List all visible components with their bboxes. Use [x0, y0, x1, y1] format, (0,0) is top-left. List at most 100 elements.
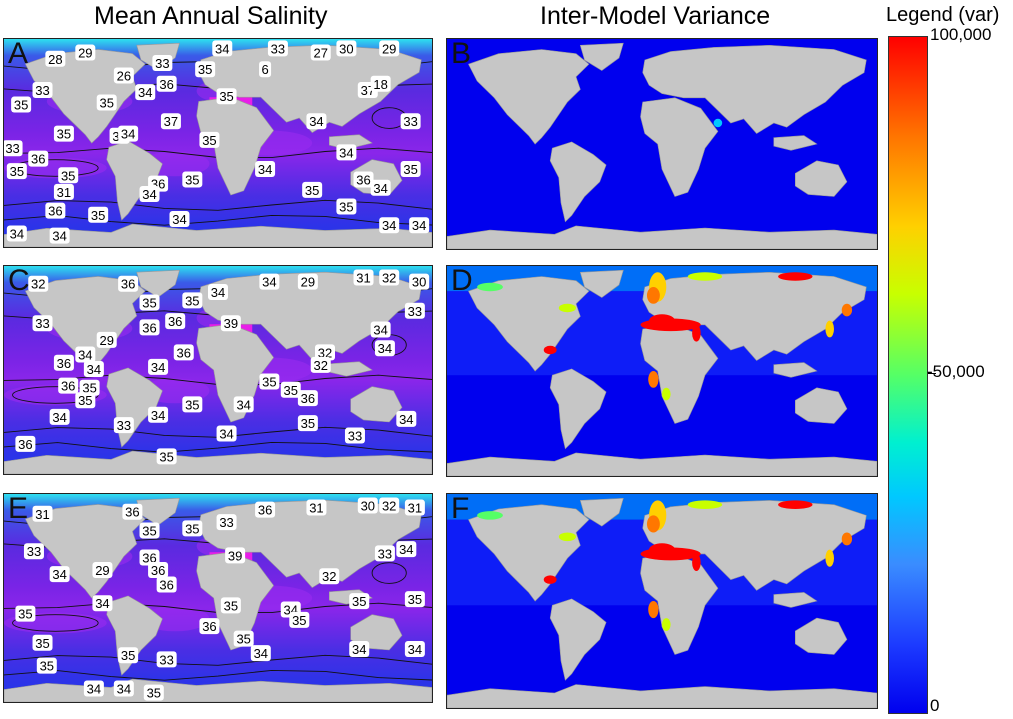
contour-label-bg: [139, 319, 160, 336]
variance-hotspot: [648, 601, 659, 619]
contour-label-bg: [396, 410, 417, 427]
contour-label-bg: [374, 545, 395, 562]
contour-label-bg: [250, 645, 271, 662]
landmass-north-america: [468, 49, 590, 145]
contour-label: 36: [142, 320, 156, 335]
contour-label: 35: [219, 89, 233, 104]
contour-label-bg: [32, 315, 53, 332]
landmass-africa: [640, 97, 719, 197]
contour-label-bg: [28, 150, 49, 167]
contour-label-bg: [255, 161, 276, 178]
contour-label: 35: [305, 183, 319, 198]
contour-label-bg: [182, 171, 203, 188]
contour-label: 35: [142, 523, 156, 538]
contour-label-bg: [208, 284, 228, 301]
contour-label-bg: [199, 618, 220, 635]
variance-column-title: Inter-Model Variance: [540, 2, 771, 30]
landmass-greenland: [579, 497, 624, 527]
contour-label-bg: [113, 680, 134, 697]
contour-label: 31: [356, 270, 370, 285]
contour-label: 32: [382, 498, 396, 513]
contour-label: 39: [224, 316, 238, 331]
contour-label-bg: [58, 377, 79, 394]
contour-label-bg: [233, 630, 254, 647]
contour-label-bg: [267, 40, 288, 57]
variance-hotspot: [841, 532, 853, 546]
contour-label: 35: [40, 659, 54, 674]
variance-hotspot: [687, 500, 723, 509]
contour-label: 33: [27, 544, 41, 559]
contour-label-bg: [233, 396, 254, 413]
contour-label-bg: [118, 647, 139, 664]
contour-label: 35: [99, 95, 113, 110]
contour-label-bg: [297, 415, 318, 432]
contour-label-bg: [135, 84, 156, 101]
contour-label: 35: [292, 613, 306, 628]
landmass-antarctica: [447, 452, 877, 476]
contour-label: 37: [164, 114, 178, 129]
contour-label-bg: [353, 171, 374, 188]
contour-label: 36: [258, 503, 272, 518]
contour-label: 36: [177, 345, 191, 360]
contour-label: 34: [378, 341, 392, 356]
contour-label: 35: [35, 636, 49, 651]
contour-label-bg: [160, 113, 181, 130]
contour-label: 36: [142, 550, 156, 565]
colorbar-max-label: 100,000: [930, 25, 992, 44]
contour-label: 29: [99, 333, 113, 348]
contour-label: 34: [87, 682, 101, 697]
variance-hotspot: [692, 553, 701, 572]
contour-label: 32: [382, 270, 396, 285]
contour-label: 34: [52, 229, 66, 244]
contour-label-bg: [216, 425, 237, 442]
contour-label: 31: [35, 507, 49, 522]
contour-label: 33: [35, 83, 49, 98]
contour-label-bg: [220, 597, 241, 614]
variance-hotspot: [543, 575, 557, 584]
landmass-antarctica: [4, 450, 432, 474]
landmass-greenland: [579, 42, 624, 71]
contour-label-bg: [297, 390, 318, 407]
contour-label-bg: [75, 44, 96, 61]
contour-label: 35: [185, 293, 199, 308]
contour-label-bg: [92, 561, 113, 578]
contour-label: 33: [159, 652, 173, 667]
landmass-greenland: [136, 269, 180, 298]
contour-label-bg: [53, 183, 74, 200]
contour-label: 29: [301, 275, 315, 290]
contour-label-bg: [306, 499, 327, 516]
contour-label-bg: [306, 113, 327, 130]
contour-label: 34: [151, 360, 165, 375]
contour-label: 36: [151, 563, 165, 578]
contour-label: 34: [262, 275, 276, 290]
landmass-indonesia: [773, 135, 818, 151]
contour-label: 32: [318, 345, 332, 360]
contour-label: 35: [61, 168, 75, 183]
contour-label-bg: [379, 497, 400, 514]
contour-label: 26: [117, 68, 131, 83]
contour-label-bg: [45, 202, 66, 219]
contour-label: 32: [313, 358, 327, 373]
contour-label-bg: [182, 396, 203, 413]
legend-title: Legend (var): [886, 4, 1000, 26]
contour-label-bg: [289, 611, 310, 628]
contour-label: 35: [202, 133, 216, 148]
contour-label: 31: [57, 185, 71, 200]
contour-label: 33: [155, 56, 169, 71]
contour-label-bg: [11, 96, 32, 113]
contour-label: 29: [95, 563, 109, 578]
contour-label: 34: [373, 322, 387, 337]
contour-label-bg: [259, 373, 280, 390]
landmass-australia: [350, 386, 403, 423]
variance-hotspot: [687, 272, 723, 281]
contour-label-bg: [310, 356, 331, 373]
contour-label: 36: [121, 277, 135, 292]
contour-label-bg: [259, 273, 280, 290]
landmass-antarctica: [447, 684, 877, 708]
contour-label-bg: [195, 61, 216, 78]
contour-label-bg: [370, 179, 391, 196]
contour-label-bg: [113, 417, 134, 434]
contour-label-bg: [349, 641, 370, 657]
contour-label: 34: [254, 646, 268, 661]
contour-label: 34: [95, 596, 109, 611]
